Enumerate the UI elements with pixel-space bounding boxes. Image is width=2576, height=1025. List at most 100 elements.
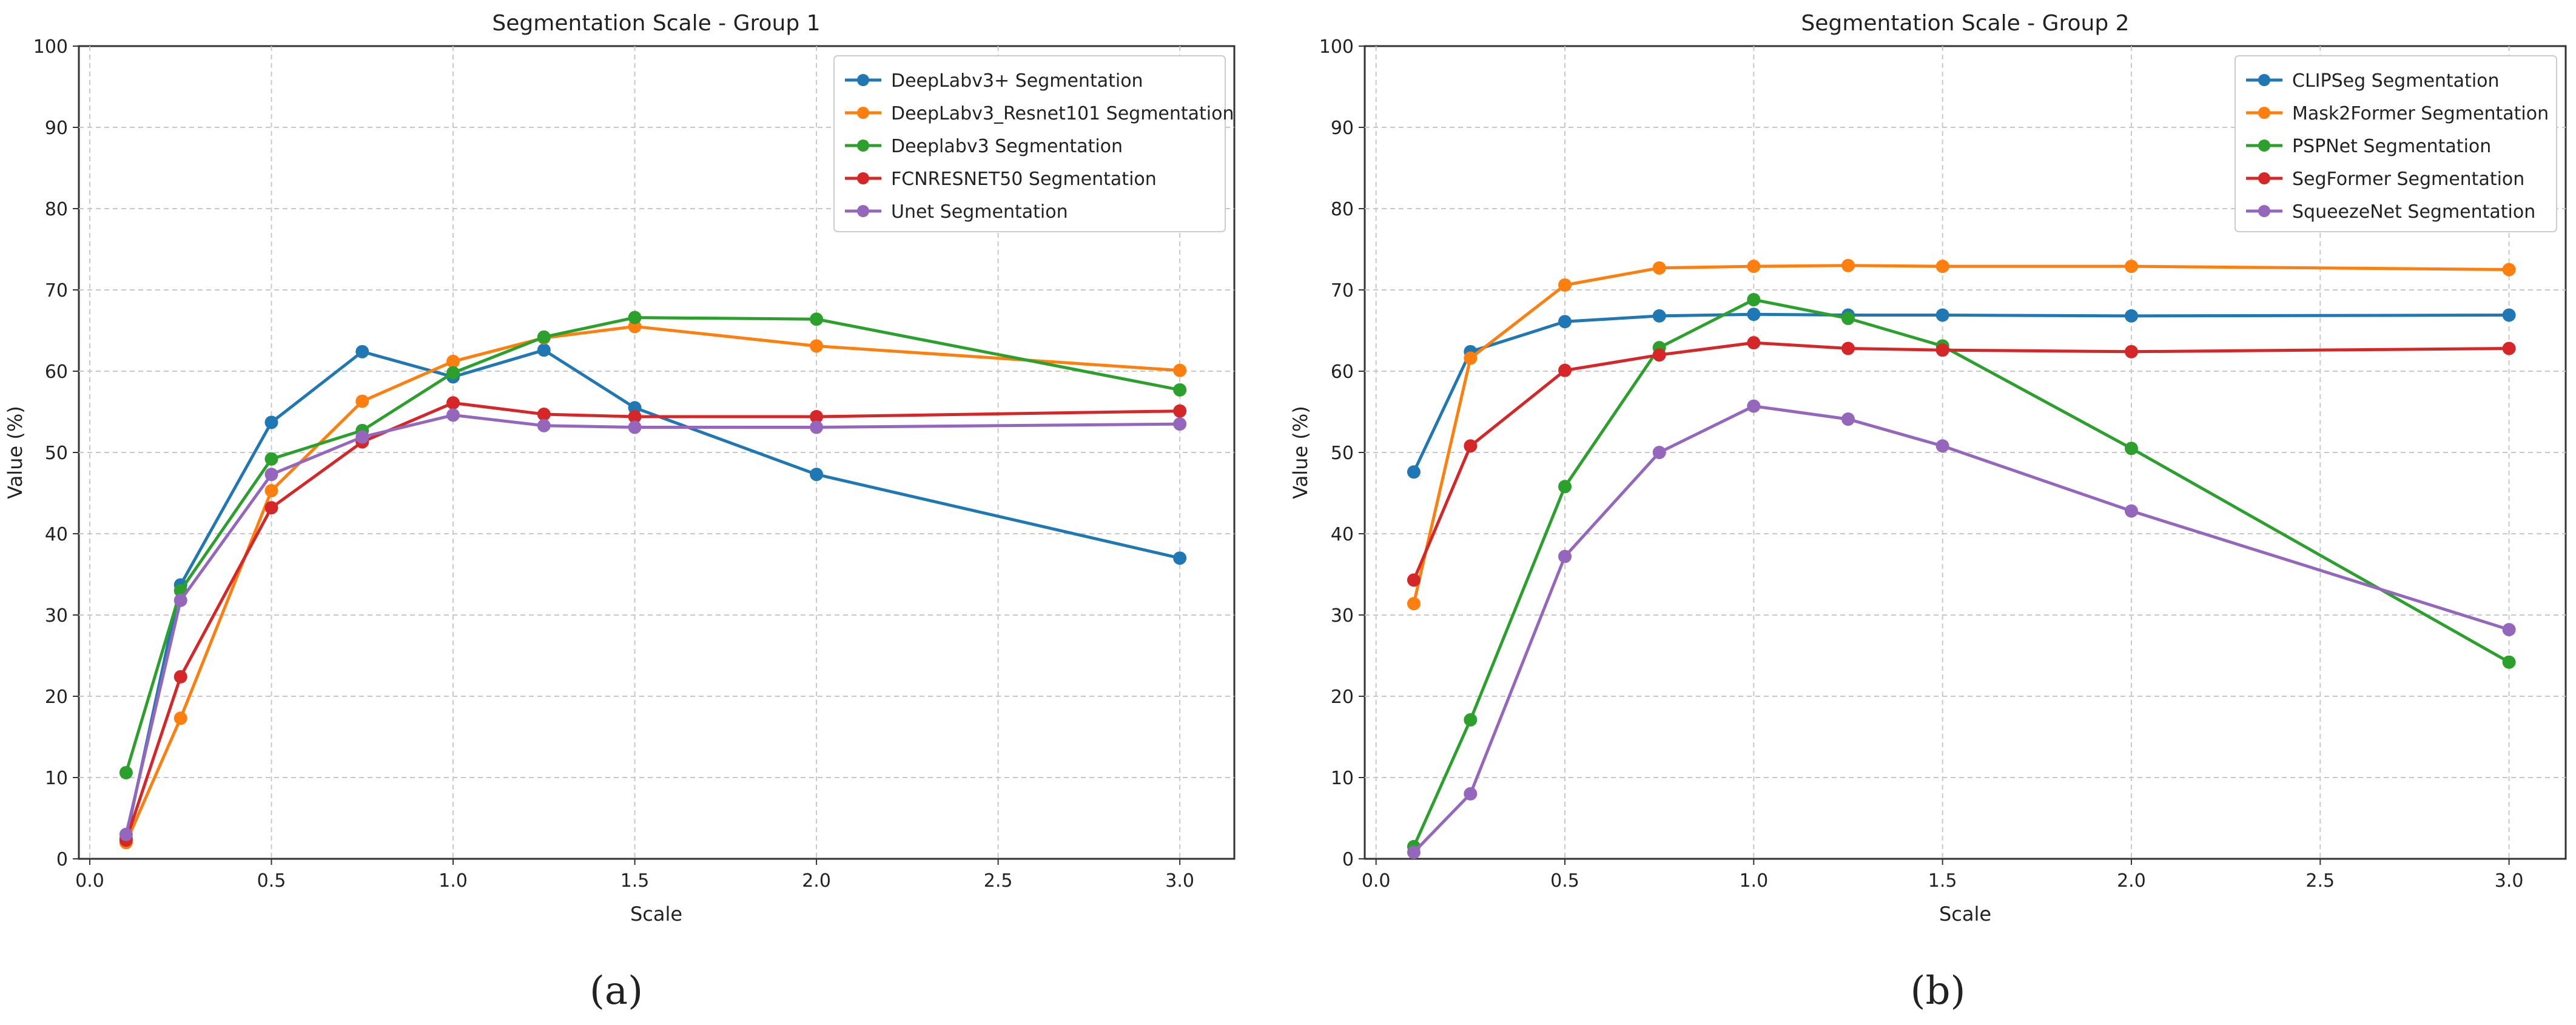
data-point <box>2502 623 2516 637</box>
data-point <box>264 452 278 466</box>
data-point <box>810 410 824 424</box>
y-axis-label: Value (%) <box>1289 406 1312 499</box>
data-point <box>173 670 187 684</box>
legend-marker <box>2258 172 2270 184</box>
data-point <box>2502 655 2516 669</box>
y-axis-label: Value (%) <box>4 406 27 499</box>
data-point <box>1747 260 1761 274</box>
data-point <box>1652 309 1666 323</box>
chart-title: Segmentation Scale - Group 1 <box>492 11 820 36</box>
data-point <box>119 827 133 841</box>
legend-entry: PSPNet Segmentation <box>2246 136 2491 157</box>
data-point <box>1652 261 1666 275</box>
data-point <box>446 408 460 422</box>
data-point <box>1935 308 1949 322</box>
y-tick-label: 60 <box>45 361 68 383</box>
y-tick-label: 20 <box>1331 687 1354 708</box>
data-point <box>2502 308 2516 322</box>
data-point <box>2124 442 2138 455</box>
data-point <box>810 468 824 482</box>
data-point <box>1652 446 1666 459</box>
legend-marker <box>2258 107 2270 119</box>
data-point <box>1841 258 1855 272</box>
data-point <box>2124 504 2138 518</box>
data-point <box>355 344 369 358</box>
data-point <box>355 430 369 444</box>
data-point <box>1407 845 1421 859</box>
caption-a: (a) <box>590 969 643 1013</box>
legend-entry: Unet Segmentation <box>845 201 1068 223</box>
data-point <box>1558 278 1572 292</box>
data-point <box>1464 787 1478 801</box>
legend-label: Deeplabv3 Segmentation <box>891 136 1123 157</box>
data-point <box>810 420 824 434</box>
data-point <box>628 420 642 434</box>
y-tick-label: 80 <box>1331 199 1354 220</box>
chart-title: Segmentation Scale - Group 2 <box>1801 11 2129 36</box>
data-point <box>1747 308 1761 321</box>
legend: CLIPSeg Segmentation Mask2Former Segmenta… <box>2235 55 2557 232</box>
y-tick-label: 60 <box>1331 361 1354 383</box>
x-tick-label: 1.0 <box>1739 870 1768 892</box>
data-point <box>2124 309 2138 323</box>
data-point <box>1464 351 1478 365</box>
x-tick-label: 0.0 <box>1362 870 1391 892</box>
legend: DeepLabv3+ Segmentation DeepLabv3_Resnet1… <box>833 55 1234 232</box>
x-tick-label: 1.5 <box>620 870 650 892</box>
legend-label: Mask2Former Segmentation <box>2292 103 2549 124</box>
x-tick-label: 1.5 <box>1928 870 1957 892</box>
legend-marker <box>2258 205 2270 217</box>
data-point <box>1935 260 1949 274</box>
legend-marker <box>857 205 869 217</box>
data-point <box>264 501 278 515</box>
data-point <box>1558 549 1572 563</box>
data-point <box>810 312 824 326</box>
chart-panel-a: 0 10 20 30 40 50 60 70 80 90 100 0.0 0.5 1.0 1.5 2.0 2.5… <box>4 11 1236 926</box>
legend-marker <box>857 139 869 152</box>
legend-entry: SegFormer Segmentation <box>2246 169 2524 190</box>
data-point <box>2502 263 2516 277</box>
series-layer <box>1407 258 2516 859</box>
y-tick-label: 80 <box>45 199 68 220</box>
data-point <box>537 330 551 344</box>
y-tick-label: 40 <box>1331 524 1354 545</box>
legend-label: DeepLabv3_Resnet101 Segmentation <box>891 103 1234 124</box>
data-point <box>1173 417 1187 431</box>
y-tick-label: 100 <box>1319 36 1354 58</box>
data-point <box>2124 344 2138 358</box>
legend-frame <box>833 55 1226 232</box>
data-point <box>1173 363 1187 377</box>
x-tick-label: 3.0 <box>2495 870 2524 892</box>
data-point <box>537 343 551 357</box>
y-tick-label: 50 <box>45 443 68 464</box>
legend-entry: SqueezeNet Segmentation <box>2246 201 2535 223</box>
legend-label: DeepLabv3+ Segmentation <box>891 70 1143 92</box>
legend-label: SqueezeNet Segmentation <box>2292 201 2535 223</box>
legend-marker <box>857 107 869 119</box>
series-3 <box>1407 336 2516 587</box>
data-point <box>1747 293 1761 307</box>
data-point <box>1407 597 1421 611</box>
legend-marker <box>857 74 869 86</box>
data-point <box>446 354 460 368</box>
y-tick-label: 10 <box>45 768 68 789</box>
data-point <box>537 418 551 432</box>
data-point <box>1558 363 1572 377</box>
series-1 <box>1407 258 2516 611</box>
data-point <box>1652 348 1666 362</box>
x-tick-label: 2.5 <box>984 870 1013 892</box>
axes: 0 10 20 30 40 50 60 70 80 90 100 0.0 0.5 1.0 1.5 2.0 2.5… <box>33 36 1194 892</box>
y-tick-label: 30 <box>1331 605 1354 627</box>
data-point <box>264 415 278 429</box>
y-tick-label: 50 <box>1331 443 1354 464</box>
y-tick-label: 90 <box>45 118 68 139</box>
x-tick-label: 2.0 <box>2117 870 2146 892</box>
legend-entry: DeepLabv3+ Segmentation <box>845 70 1143 92</box>
y-tick-label: 40 <box>45 524 68 545</box>
data-point <box>355 394 369 408</box>
series-4 <box>119 408 1187 841</box>
data-point <box>446 396 460 410</box>
y-tick-label: 100 <box>33 36 68 58</box>
data-point <box>1407 465 1421 479</box>
